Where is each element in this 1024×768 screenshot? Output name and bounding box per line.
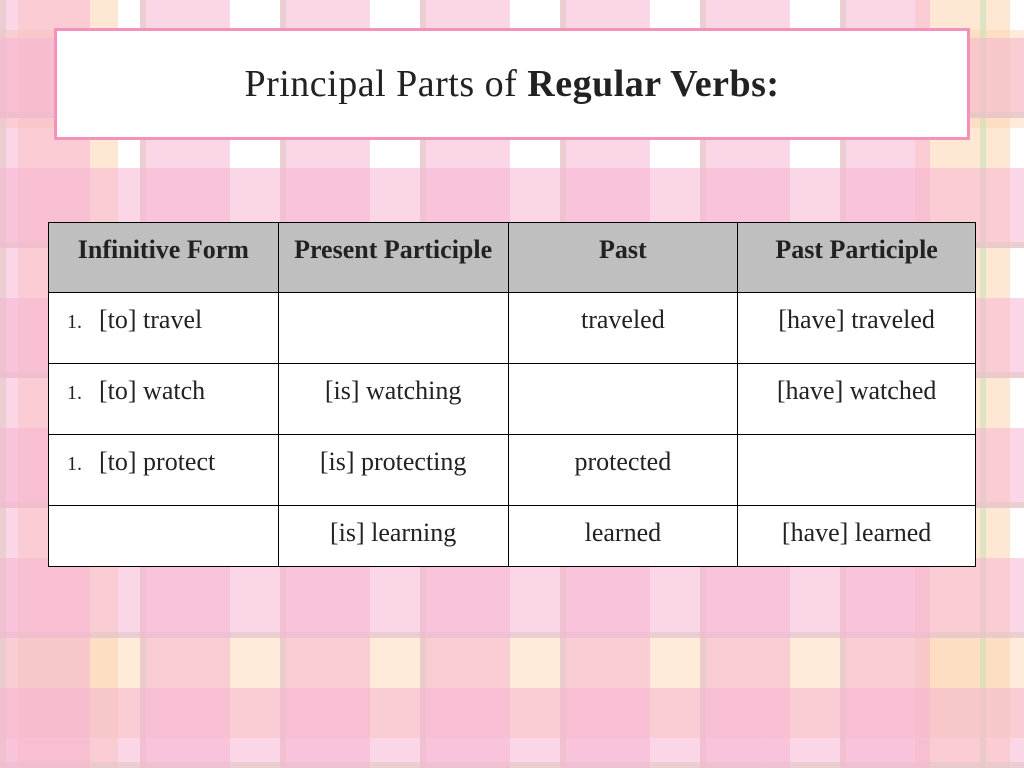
- table-row: 1. [to] protect [is] protecting protected: [49, 435, 976, 506]
- table-row: 1. [to] travel traveled [have] traveled: [49, 293, 976, 364]
- title-box: Principal Parts of Regular Verbs:: [54, 28, 970, 140]
- col-header-past-participle: Past Participle: [738, 223, 976, 293]
- infinitive-text: [to] travel: [99, 305, 202, 334]
- verb-table: Infinitive Form Present Participle Past …: [48, 222, 976, 567]
- col-header-present-participle: Present Participle: [278, 223, 508, 293]
- cell-past-participle: [have] learned: [738, 506, 976, 567]
- row-number: 1.: [67, 382, 85, 405]
- cell-infinitive: [49, 506, 279, 567]
- title-prefix: Principal Parts of: [244, 63, 527, 105]
- infinitive-text: [to] watch: [99, 376, 205, 405]
- cell-past-participle: [have] watched: [738, 364, 976, 435]
- cell-past: [508, 364, 738, 435]
- cell-infinitive: 1. [to] travel: [49, 293, 279, 364]
- col-header-infinitive: Infinitive Form: [49, 223, 279, 293]
- table-row: 1. [to] watch [is] watching [have] watche…: [49, 364, 976, 435]
- cell-present-participle: [278, 293, 508, 364]
- cell-present-participle: [is] learning: [278, 506, 508, 567]
- row-number: 1.: [67, 453, 85, 476]
- cell-present-participle: [is] watching: [278, 364, 508, 435]
- cell-past: protected: [508, 435, 738, 506]
- slide-title: Principal Parts of Regular Verbs:: [244, 62, 779, 106]
- cell-infinitive: 1. [to] watch: [49, 364, 279, 435]
- cell-past: traveled: [508, 293, 738, 364]
- cell-past-participle: [have] traveled: [738, 293, 976, 364]
- table-row: [is] learning learned [have] learned: [49, 506, 976, 567]
- cell-present-participle: [is] protecting: [278, 435, 508, 506]
- cell-infinitive: 1. [to] protect: [49, 435, 279, 506]
- table-header-row: Infinitive Form Present Participle Past …: [49, 223, 976, 293]
- col-header-past: Past: [508, 223, 738, 293]
- cell-past-participle: [738, 435, 976, 506]
- title-bold: Regular Verbs:: [527, 63, 779, 105]
- cell-past: learned: [508, 506, 738, 567]
- infinitive-text: [to] protect: [99, 447, 215, 476]
- row-number: 1.: [67, 311, 85, 334]
